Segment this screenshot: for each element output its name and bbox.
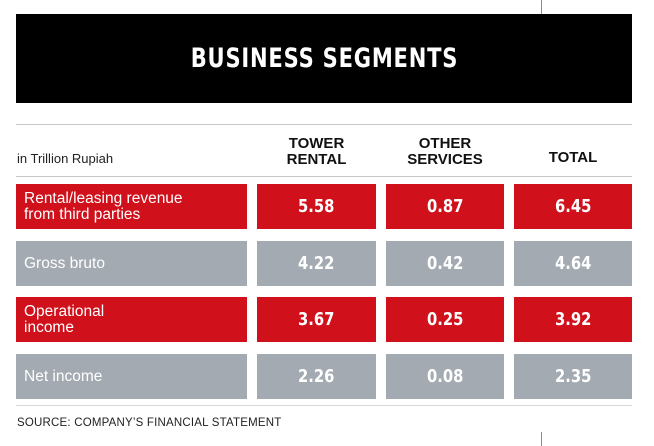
column-header-other-services: OTHER SERVICES (386, 134, 504, 170)
row-label-line: Net income (24, 367, 103, 385)
cell-value: 2.26 (298, 366, 335, 387)
title-banner: BUSINESS SEGMENTS (16, 14, 632, 103)
cell-value: 6.45 (554, 196, 592, 217)
column-header-tower-rental: TOWER RENTAL (257, 134, 376, 170)
column-header-total: TOTAL (514, 134, 632, 170)
header-top-rule (16, 124, 632, 125)
row-label-line: income (24, 318, 74, 336)
column-header-line: OTHER (418, 135, 472, 152)
cell-value: 3.92 (554, 309, 592, 330)
table-cell-tower-rental: 5.58 (257, 184, 376, 229)
cell-value: 4.64 (554, 253, 592, 274)
row-label-line: Gross bruto (24, 254, 105, 272)
column-header-line: TOTAL (548, 149, 598, 166)
table-cell-total: 6.45 (514, 184, 632, 229)
bottom-divider-line (541, 432, 542, 446)
cell-value: 0.08 (426, 366, 464, 387)
table-cell-other-services: 0.87 (386, 184, 504, 229)
cell-value: 0.42 (426, 253, 464, 274)
page-title: BUSINESS SEGMENTS (190, 43, 458, 74)
unit-label: in Trillion Rupiah (17, 151, 114, 166)
table-cell-other-services: 0.08 (386, 354, 504, 399)
table-cell-total: 3.92 (514, 297, 632, 342)
table-cell-total: 4.64 (514, 241, 632, 286)
header-bottom-rule (16, 176, 632, 177)
column-header-line: TOWER (288, 135, 345, 152)
row-label-gross-bruto: Gross bruto (16, 241, 247, 286)
cell-value: 2.35 (554, 366, 592, 387)
column-header-line: SERVICES (407, 151, 483, 168)
cell-value: 5.58 (298, 196, 335, 217)
row-label-line: Operational (24, 302, 105, 320)
footer-rule (16, 405, 632, 406)
row-label-line: Rental/leasing revenue (24, 189, 183, 207)
table-cell-other-services: 0.42 (386, 241, 504, 286)
column-header-line: RENTAL (286, 151, 347, 168)
cell-value: 4.22 (298, 253, 335, 274)
row-label-line: from third parties (24, 205, 141, 223)
row-label-rental-leasing-revenue: Rental/leasing revenue from third parties (16, 184, 247, 229)
row-label-operational-income: Operational income (16, 297, 247, 342)
table-cell-total: 2.35 (514, 354, 632, 399)
cell-value: 0.25 (426, 309, 464, 330)
table-cell-tower-rental: 4.22 (257, 241, 376, 286)
table-cell-tower-rental: 3.67 (257, 297, 376, 342)
top-divider-line (541, 0, 542, 14)
table-cell-tower-rental: 2.26 (257, 354, 376, 399)
cell-value: 3.67 (298, 309, 335, 330)
source-note: SOURCE: COMPANY’S FINANCIAL STATEMENT (17, 417, 282, 429)
table-cell-other-services: 0.25 (386, 297, 504, 342)
cell-value: 0.87 (426, 196, 464, 217)
row-label-net-income: Net income (16, 354, 247, 399)
